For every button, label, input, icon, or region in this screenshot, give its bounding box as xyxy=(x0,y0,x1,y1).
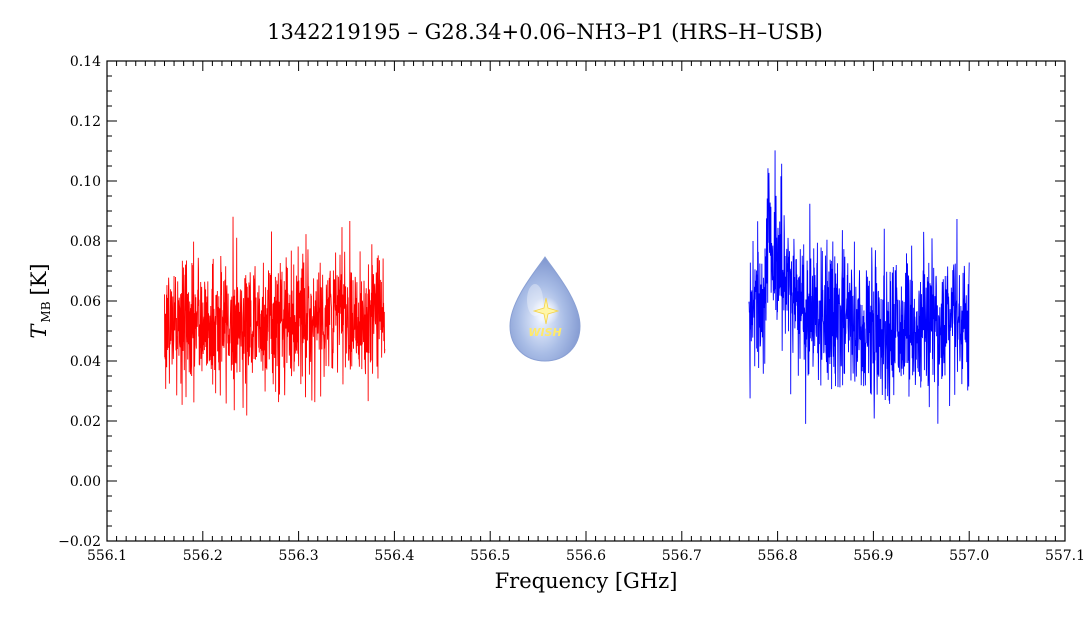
x-tick-label: 556.8 xyxy=(758,548,798,564)
y-tick-label: 0.00 xyxy=(70,474,101,490)
x-tick-label: 557.0 xyxy=(949,548,989,564)
x-tick-label: 556.2 xyxy=(183,548,223,564)
y-tick-label: 0.06 xyxy=(70,294,101,310)
y-axis-label-subscript: MB xyxy=(39,301,53,322)
wish-logo: WISH xyxy=(509,256,581,362)
y-tick-label: 0.08 xyxy=(70,234,101,250)
x-tick-label: 556.9 xyxy=(853,548,893,564)
y-tick-label: −0.02 xyxy=(58,534,101,550)
svg-text:TMB[K]: TMB [K] xyxy=(27,263,53,338)
x-tick-label: 557.1 xyxy=(1045,548,1085,564)
ticks-layer xyxy=(106,60,1066,542)
y-tick-labels: −0.02 0.00 0.02 0.04 0.06 0.08 0.10 0.12 0.14 xyxy=(58,54,101,550)
y-axis-label-unit: [K] xyxy=(27,263,51,295)
star-icon xyxy=(532,297,560,325)
y-axis-label: TMB [K] xyxy=(27,263,53,338)
x-axis-label: Frequency [GHz] xyxy=(495,569,678,593)
series-layer xyxy=(164,150,970,424)
logo-text: WISH xyxy=(528,326,561,339)
spectrum-series-line-2 xyxy=(748,150,970,424)
x-tick-label: 556.3 xyxy=(279,548,319,564)
y-axis-label-symbol: T xyxy=(27,323,51,339)
y-tick-label: 0.10 xyxy=(70,174,101,190)
x-tick-label: 556.5 xyxy=(470,548,510,564)
chart-title: 1342219195 – G28.34+0.06–NH3–P1 (HRS–H–U… xyxy=(267,20,823,44)
y-tick-label: 0.04 xyxy=(70,354,101,370)
y-tick-label: 0.14 xyxy=(70,54,101,70)
y-tick-label: 0.02 xyxy=(70,414,101,430)
x-tick-label: 556.7 xyxy=(662,548,702,564)
x-tick-label: 556.4 xyxy=(374,548,414,564)
x-tick-labels: 556.1 556.2 556.3 556.4 556.5 556.6 556.7 556.8… xyxy=(87,548,1085,564)
spectrum-series-line-1 xyxy=(164,216,386,416)
y-tick-label: 0.12 xyxy=(70,114,101,130)
x-tick-label: 556.6 xyxy=(566,548,606,564)
x-tick-label: 556.1 xyxy=(87,548,127,564)
